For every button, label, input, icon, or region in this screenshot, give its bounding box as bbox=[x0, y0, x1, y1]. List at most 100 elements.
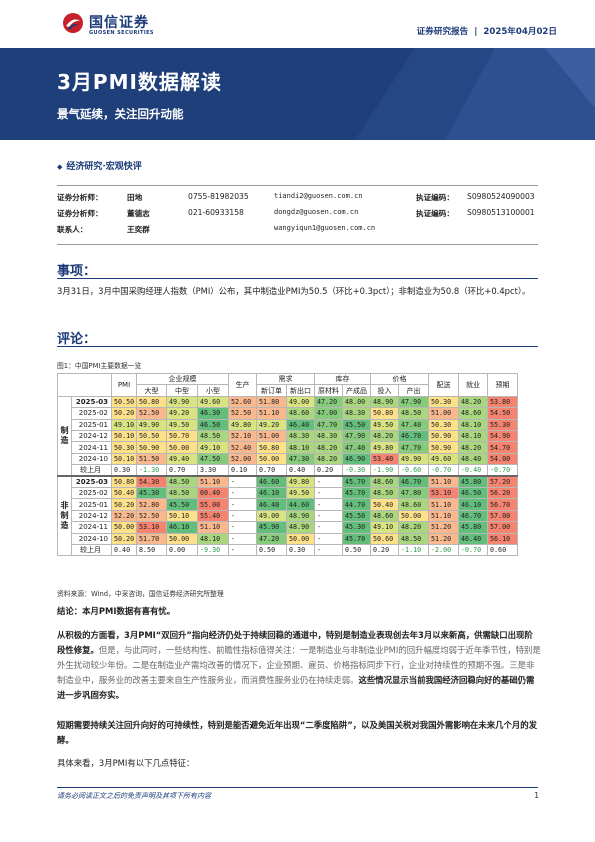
data-cell: - bbox=[228, 532, 257, 545]
data-cell: 45.50 bbox=[166, 498, 198, 511]
data-cell: 49.40 bbox=[166, 452, 198, 466]
data-cell: 45.90 bbox=[256, 521, 287, 534]
data-cell: 47.50 bbox=[197, 452, 229, 466]
data-cell: 50.10 bbox=[166, 509, 198, 523]
data-cell: 48.50 bbox=[398, 532, 429, 545]
data-cell: 51.50 bbox=[136, 452, 167, 466]
data-cell: 47.40 bbox=[398, 418, 429, 431]
data-cell: 48.90 bbox=[286, 509, 315, 523]
data-cell: 47.80 bbox=[398, 486, 429, 500]
data-cell: 47.20 bbox=[256, 532, 287, 545]
table-row: 2024-12 52.20 52.50 50.10 55.40-49.00 48.90-4… bbox=[58, 509, 518, 523]
table-subheader-row: 大型 中型 小型 新订单 新出口 原材料 产成品 投入 产出 bbox=[58, 384, 518, 397]
title-banner: 3月PMI数据解读 景气延续，关注回升动能 bbox=[0, 48, 595, 140]
diff-cell: 0.50 bbox=[342, 543, 371, 557]
data-cell: 49.50 bbox=[370, 418, 399, 431]
data-cell: 49.50 bbox=[286, 486, 315, 500]
data-cell: 46.50 bbox=[458, 486, 488, 500]
data-cell: 48.60 bbox=[398, 498, 429, 511]
col-subheader: 产出 bbox=[398, 384, 429, 397]
analyst-row: 联系人： 王奕群 wangyiqun1@guosen.com.cn bbox=[57, 224, 376, 234]
col-header: 预期 bbox=[487, 373, 518, 397]
data-cell: 50.80 bbox=[256, 441, 287, 454]
diff-cell: 0.70 bbox=[256, 464, 287, 477]
table-row: 2024-10 50.10 51.50 49.40 47.50 52.00 50.00 47.… bbox=[58, 452, 518, 466]
data-cell: - bbox=[314, 475, 343, 489]
col-header: 需求 bbox=[256, 372, 315, 386]
diff-cell: 8.50 bbox=[136, 543, 167, 557]
data-cell: 60.40 bbox=[197, 486, 229, 500]
data-cell: - bbox=[314, 532, 343, 545]
data-cell: 52.10 bbox=[228, 429, 257, 443]
diff-cell: -0.70 bbox=[428, 464, 459, 477]
data-cell: 44.70 bbox=[342, 498, 371, 511]
report-date: 2025年04月02日 bbox=[483, 27, 557, 37]
analyst-row: 证券分析师： 董德志 021-60933158 dongdz@guosen.co… bbox=[57, 208, 535, 218]
data-cell: 49.80 bbox=[228, 418, 257, 431]
data-cell: 45.70 bbox=[342, 532, 371, 545]
table-row: 2025-01 50.20 52.80 45.50 55.00-46.40 44.60-4… bbox=[58, 498, 518, 511]
data-cell: 50.00 bbox=[398, 509, 429, 523]
data-cell: 46.10 bbox=[166, 521, 198, 534]
data-cell: 48.50 bbox=[197, 429, 229, 443]
figure-source: 资料来源：Wind，中采咨询，国信证券经济研究所整理 bbox=[57, 590, 224, 598]
data-cell: 50.00 bbox=[166, 441, 198, 454]
analyst-email[interactable]: tiandi2@guosen.com.cn bbox=[274, 192, 363, 200]
data-cell: 49.10 bbox=[111, 418, 137, 431]
guosen-logo-icon bbox=[63, 13, 83, 33]
data-cell: 57.00 bbox=[487, 521, 518, 534]
col-subheader: 小型 bbox=[197, 384, 229, 397]
diff-cell: 0.40 bbox=[111, 543, 137, 557]
data-cell: 48.20 bbox=[458, 395, 488, 409]
data-cell: 48.10 bbox=[458, 429, 488, 443]
top-header: 国信证券 GUOSEN SECURITIES 证券研究报告 | 2025年04月02… bbox=[0, 0, 595, 48]
data-cell: 51.20 bbox=[428, 521, 459, 534]
data-cell: 49.90 bbox=[398, 452, 429, 466]
data-cell: 48.90 bbox=[286, 521, 315, 534]
data-cell: 50.80 bbox=[370, 407, 399, 420]
data-cell: 51.80 bbox=[256, 395, 287, 409]
data-cell: 53.10 bbox=[136, 521, 167, 534]
data-cell: 45.70 bbox=[342, 475, 371, 489]
data-cell: 50.30 bbox=[428, 418, 459, 431]
analyst-email[interactable]: dongdz@guosen.com.cn bbox=[274, 208, 359, 216]
data-cell: 48.10 bbox=[197, 532, 229, 545]
data-cell: 52.50 bbox=[228, 407, 257, 420]
data-cell: 51.10 bbox=[256, 407, 287, 420]
data-cell: 51.10 bbox=[197, 475, 229, 489]
figure-caption: 图1：中国PMI主要数据一览 bbox=[57, 362, 142, 370]
data-cell: 46.70 bbox=[458, 509, 488, 523]
data-cell: 51.10 bbox=[428, 475, 459, 489]
data-cell: 51.10 bbox=[197, 521, 229, 534]
row-date: 2025-03 bbox=[71, 395, 112, 409]
diff-cell: -9.30 bbox=[197, 543, 229, 557]
data-cell: 49.90 bbox=[136, 418, 167, 431]
data-cell: 50.60 bbox=[370, 532, 399, 545]
data-cell: 54.90 bbox=[487, 429, 518, 443]
footer-divider bbox=[57, 787, 538, 788]
data-cell: - bbox=[314, 509, 343, 523]
analyst-email[interactable]: wangyiqun1@guosen.com.cn bbox=[274, 224, 376, 232]
data-cell: 54.30 bbox=[136, 475, 167, 489]
diff-cell: 0.40 bbox=[286, 464, 315, 477]
data-cell: 46.60 bbox=[256, 475, 287, 489]
diff-cell: - bbox=[314, 543, 343, 557]
data-cell: 49.00 bbox=[256, 509, 287, 523]
data-cell: 50.90 bbox=[136, 441, 167, 454]
diff-cell: 0.00 bbox=[166, 543, 198, 557]
divider bbox=[57, 244, 538, 245]
data-cell: 49.20 bbox=[256, 418, 287, 431]
paragraph-1: 从积极的方面看，3月PMI“双回升”指向经济仍处于持续回稳的通道中，特别是制造业… bbox=[57, 630, 541, 700]
data-cell: 45.70 bbox=[342, 486, 371, 500]
data-cell: 50.00 bbox=[256, 452, 287, 466]
data-cell: 50.40 bbox=[370, 498, 399, 511]
page-number: 1 bbox=[534, 791, 539, 800]
table-row: 2024-12 50.10 50.50 50.70 48.50 52.10 51.00 48.… bbox=[58, 429, 518, 443]
data-cell: 50.90 bbox=[428, 441, 459, 454]
diff-cell: 0.70 bbox=[166, 464, 198, 477]
data-cell: 51.00 bbox=[428, 407, 459, 420]
data-cell: 49.90 bbox=[166, 395, 198, 409]
row-date: 2025-02 bbox=[71, 486, 112, 500]
data-cell: 45.50 bbox=[342, 418, 371, 431]
data-cell: 46.10 bbox=[256, 486, 287, 500]
